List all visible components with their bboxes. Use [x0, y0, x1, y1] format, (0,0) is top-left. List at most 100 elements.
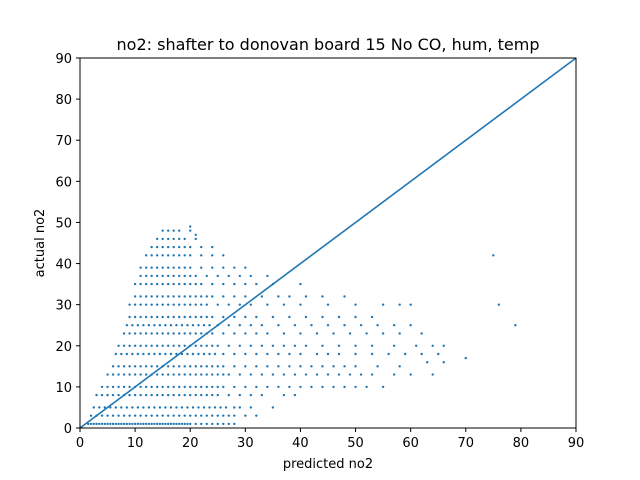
data-point: [128, 344, 131, 347]
data-point: [144, 295, 148, 298]
data-point: [117, 414, 120, 417]
data-point: [370, 373, 374, 376]
data-point: [155, 237, 159, 241]
data-point: [189, 414, 192, 417]
data-point: [133, 373, 137, 376]
data-point: [153, 406, 156, 409]
data-point: [178, 245, 181, 249]
data-point: [442, 344, 445, 347]
data-point: [178, 373, 181, 376]
data-point: [133, 422, 137, 426]
data-point: [189, 225, 192, 228]
data-point: [200, 282, 203, 286]
data-point: [180, 406, 184, 409]
data-point: [288, 352, 291, 356]
data-point: [282, 344, 286, 347]
data-point: [144, 365, 148, 368]
data-point: [354, 365, 357, 368]
data-point: [183, 237, 186, 241]
data-point: [255, 332, 258, 335]
data-point: [197, 406, 200, 409]
data-point: [125, 324, 129, 327]
data-point: [194, 295, 197, 298]
data-point: [216, 303, 219, 306]
y-axis-label: actual no2: [33, 209, 48, 278]
data-point: [161, 385, 164, 389]
data-point: [227, 373, 230, 376]
data-point: [211, 422, 214, 426]
data-point: [178, 385, 181, 389]
data-point: [92, 422, 95, 426]
data-point: [310, 385, 313, 389]
data-point: [178, 422, 181, 426]
data-point: [172, 237, 175, 241]
data-point: [398, 303, 401, 306]
data-point: [227, 422, 230, 426]
data-point: [238, 303, 242, 306]
data-point: [227, 303, 230, 306]
data-point: [166, 295, 170, 298]
data-point: [172, 229, 175, 232]
data-point: [164, 422, 167, 426]
data-point: [172, 393, 175, 397]
data-point: [89, 414, 93, 417]
data-point: [288, 295, 291, 298]
data-point: [194, 414, 197, 417]
data-point: [166, 332, 170, 335]
data-point: [142, 406, 145, 409]
data-point: [211, 254, 214, 257]
data-point: [178, 365, 181, 368]
data-point: [315, 373, 319, 376]
data-point: [122, 422, 126, 426]
data-point: [326, 373, 330, 376]
data-point: [497, 303, 501, 306]
data-point: [200, 315, 203, 319]
data-point: [277, 365, 280, 368]
data-point: [398, 365, 401, 368]
data-point: [186, 352, 189, 356]
data-point: [277, 295, 280, 298]
data-point: [166, 373, 170, 376]
data-point: [166, 365, 170, 368]
data-point: [128, 315, 131, 319]
data-point: [238, 393, 242, 397]
data-point: [166, 422, 170, 426]
data-point: [249, 406, 253, 409]
data-point: [161, 266, 164, 269]
data-point: [147, 324, 151, 327]
data-point: [139, 393, 142, 397]
data-point: [200, 266, 203, 269]
data-point: [155, 303, 159, 306]
data-point: [133, 295, 137, 298]
data-point: [155, 385, 159, 389]
data-point: [136, 324, 140, 327]
data-point: [155, 393, 159, 397]
data-point: [153, 352, 156, 356]
data-point: [183, 422, 186, 426]
data-point: [133, 315, 137, 319]
data-point: [233, 385, 236, 389]
data-point: [125, 406, 129, 409]
data-point: [166, 385, 170, 389]
data-point: [211, 393, 214, 397]
data-point: [109, 422, 112, 426]
data-point: [183, 332, 186, 335]
data-point: [266, 303, 269, 306]
data-point: [200, 393, 203, 397]
data-point: [233, 282, 236, 286]
data-point: [155, 422, 159, 426]
data-point: [183, 303, 186, 306]
chart-title: no2: shafter to donovan board 15 No CO, …: [117, 35, 540, 54]
y-tick-label: 90: [55, 52, 72, 67]
data-point: [131, 352, 134, 356]
data-point: [142, 324, 145, 327]
data-point: [381, 303, 385, 306]
data-point: [260, 295, 264, 298]
data-point: [227, 393, 230, 397]
data-point: [166, 282, 170, 286]
data-point: [106, 414, 109, 417]
data-point: [172, 422, 175, 426]
y-tick-label: 40: [55, 258, 72, 273]
data-point: [155, 332, 159, 335]
data-point: [186, 422, 189, 426]
